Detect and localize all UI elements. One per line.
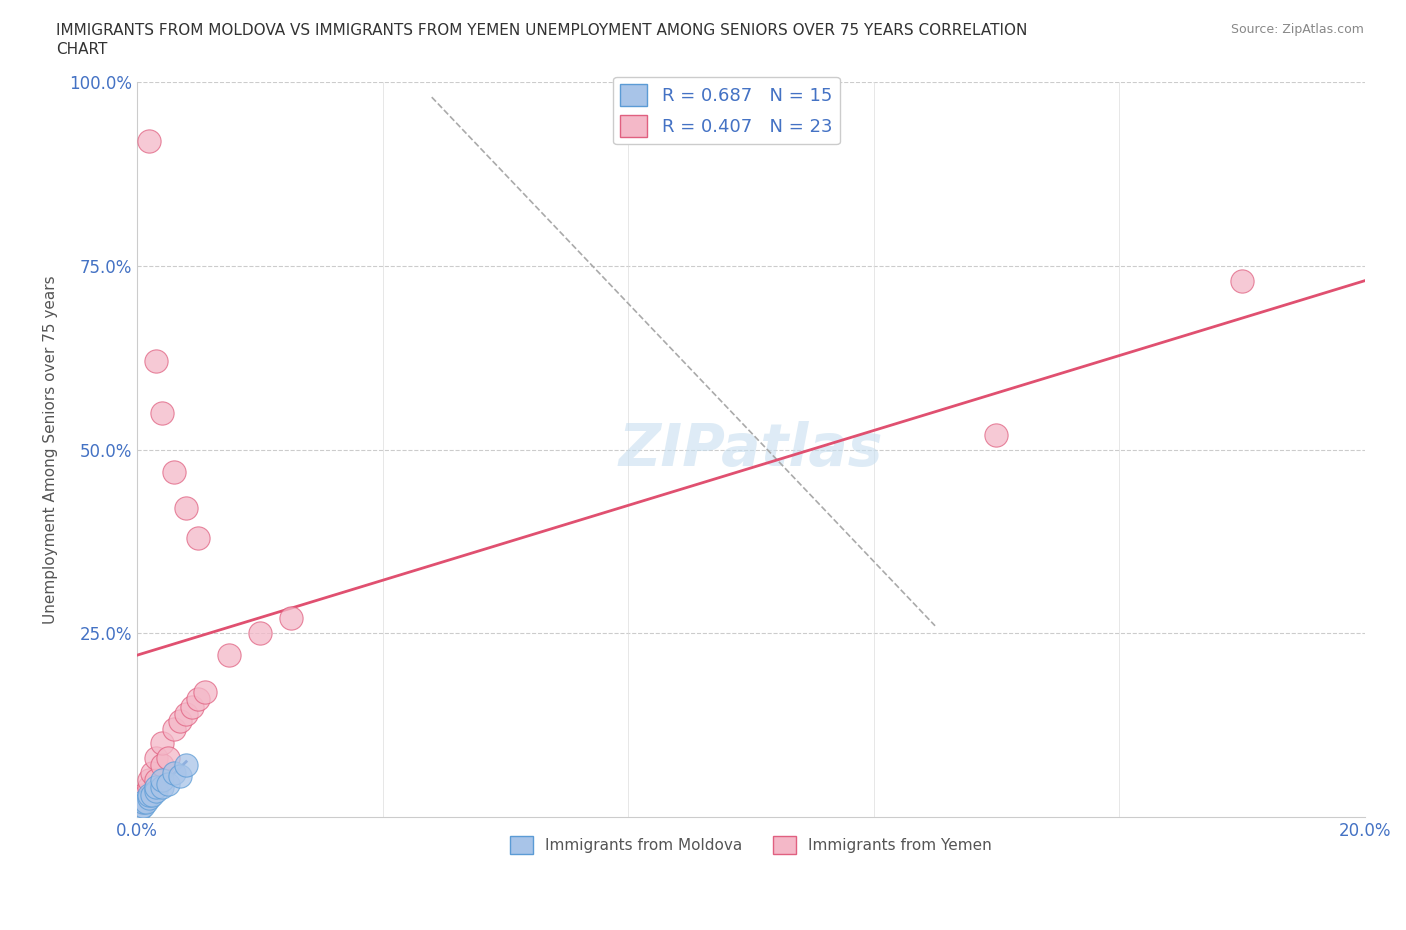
- Legend: Immigrants from Moldova, Immigrants from Yemen: Immigrants from Moldova, Immigrants from…: [503, 830, 998, 860]
- Point: [174, 501, 197, 516]
- Point: [194, 684, 217, 699]
- Point: [132, 794, 155, 809]
- Point: [169, 714, 191, 729]
- Point: [145, 784, 167, 799]
- Point: [150, 780, 173, 795]
- Point: [132, 798, 155, 813]
- Point: [1230, 273, 1253, 288]
- Point: [145, 354, 167, 369]
- Point: [145, 780, 167, 795]
- Point: [138, 787, 160, 802]
- Point: [135, 787, 157, 802]
- Point: [132, 787, 155, 802]
- Point: [174, 707, 197, 722]
- Point: [150, 405, 173, 420]
- Text: ZIPatlas: ZIPatlas: [619, 421, 883, 478]
- Text: CHART: CHART: [56, 42, 108, 57]
- Point: [181, 699, 204, 714]
- Point: [163, 464, 186, 479]
- Point: [169, 769, 191, 784]
- Point: [156, 751, 179, 765]
- Point: [141, 787, 163, 802]
- Point: [132, 794, 155, 809]
- Point: [145, 751, 167, 765]
- Text: IMMIGRANTS FROM MOLDOVA VS IMMIGRANTS FROM YEMEN UNEMPLOYMENT AMONG SENIORS OVER: IMMIGRANTS FROM MOLDOVA VS IMMIGRANTS FR…: [56, 23, 1028, 38]
- Point: [150, 736, 173, 751]
- Point: [163, 721, 186, 736]
- Point: [138, 780, 160, 795]
- Point: [218, 647, 240, 662]
- Point: [156, 777, 179, 791]
- Point: [138, 790, 160, 805]
- Text: Source: ZipAtlas.com: Source: ZipAtlas.com: [1230, 23, 1364, 36]
- Point: [174, 758, 197, 773]
- Point: [986, 428, 1008, 443]
- Point: [138, 773, 160, 788]
- Point: [150, 773, 173, 788]
- Y-axis label: Unemployment Among Seniors over 75 years: Unemployment Among Seniors over 75 years: [44, 275, 58, 624]
- Point: [187, 530, 209, 545]
- Point: [138, 134, 160, 149]
- Point: [163, 765, 186, 780]
- Point: [187, 692, 209, 707]
- Point: [280, 611, 302, 626]
- Point: [145, 773, 167, 788]
- Point: [141, 765, 163, 780]
- Point: [150, 758, 173, 773]
- Point: [249, 626, 271, 641]
- Point: [129, 802, 152, 817]
- Point: [129, 794, 152, 809]
- Point: [135, 794, 157, 809]
